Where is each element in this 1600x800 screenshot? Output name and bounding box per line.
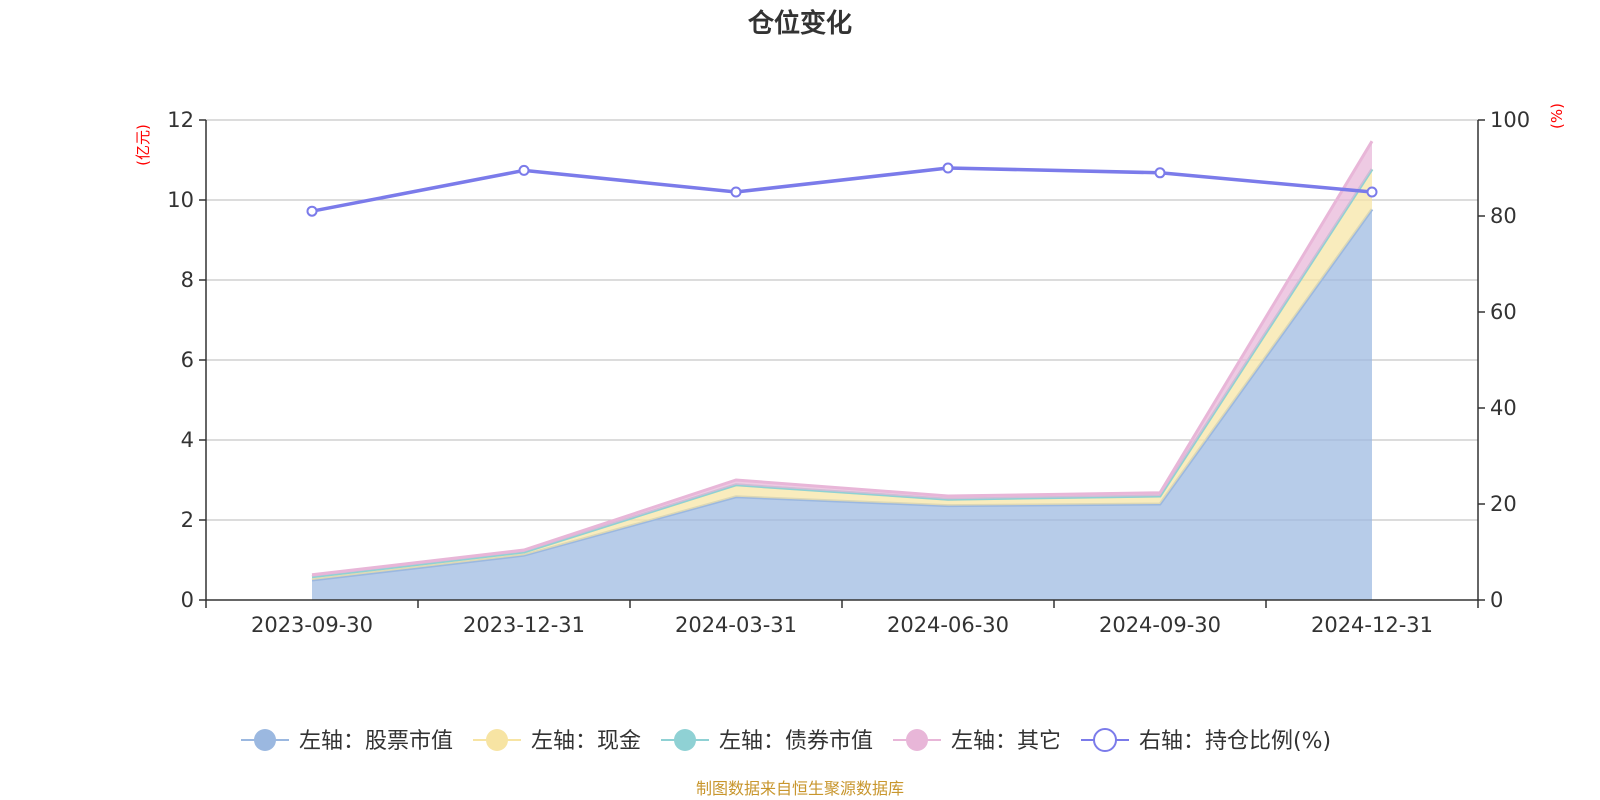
- chart-title: 仓位变化: [747, 8, 852, 39]
- area-左轴：股票市值: [312, 209, 1372, 600]
- ratio-point: [942, 162, 954, 174]
- left-tick-label: 2: [181, 508, 194, 532]
- x-tick-label: 2023-09-30: [251, 613, 373, 637]
- x-tick-label: 2024-03-31: [675, 613, 797, 637]
- legend-marker: [254, 729, 276, 751]
- ratio-line-path: [311, 166, 1373, 213]
- legend-marker: [1093, 728, 1117, 752]
- legend-label: 左轴：债券市值: [719, 729, 873, 754]
- left-tick-label: 8: [181, 268, 194, 292]
- x-tick-label: 2023-12-31: [463, 613, 585, 637]
- legend-label: 左轴：股票市值: [299, 729, 453, 754]
- legend-item: 左轴：现金: [473, 729, 641, 754]
- position-ratio-line: [306, 162, 1378, 217]
- ratio-point: [306, 205, 318, 217]
- ratio-point: [1154, 167, 1166, 179]
- axes: 0 2 4 6 8 10 12 0 20 40 60 80 100 2023-09-30 2023-12-3…: [167, 108, 1530, 637]
- legend-item: 左轴：债券市值: [661, 729, 873, 754]
- ratio-point: [730, 186, 742, 198]
- ratio-point: [518, 164, 530, 176]
- stacked-areas: [311, 140, 1374, 600]
- right-axis-unit: (%): [1548, 103, 1566, 129]
- right-tick-label: 20: [1490, 492, 1517, 516]
- area-左轴：现金: [312, 169, 1372, 580]
- right-tick-label: 60: [1490, 300, 1517, 324]
- x-tick-label: 2024-09-30: [1099, 613, 1221, 637]
- data-source-note: 制图数据来自恒生聚源数据库: [696, 779, 904, 798]
- area-左轴：其它: [312, 141, 1372, 577]
- right-tick-label: 0: [1490, 588, 1503, 612]
- x-tick-label: 2024-12-31: [1311, 613, 1433, 637]
- left-tick-label: 6: [181, 348, 194, 372]
- left-tick-label: 4: [181, 428, 194, 452]
- legend-label: 右轴：持仓比例(%): [1139, 729, 1331, 754]
- legend-label: 左轴：其它: [951, 729, 1061, 754]
- legend-item: 左轴：其它: [893, 729, 1061, 754]
- ratio-point: [1366, 186, 1378, 198]
- area-edge-左轴：其它: [311, 140, 1374, 577]
- right-tick-label: 40: [1490, 396, 1517, 420]
- legend-marker: [674, 729, 696, 751]
- left-tick-label: 0: [181, 588, 194, 612]
- right-tick-label: 80: [1490, 204, 1517, 228]
- left-tick-label: 12: [167, 108, 194, 132]
- left-tick-label: 10: [167, 188, 194, 212]
- legend-item: 左轴：股票市值: [241, 729, 453, 754]
- legend-item: 右轴：持仓比例(%): [1081, 728, 1331, 754]
- right-tick-label: 100: [1490, 108, 1530, 132]
- left-axis-unit: (亿元): [134, 124, 152, 166]
- legend: 左轴：股票市值 左轴：现金 左轴：债券市值 左轴：其它 右轴：持仓比例(%): [241, 728, 1331, 754]
- legend-marker: [486, 729, 508, 751]
- x-tick-label: 2024-06-30: [887, 613, 1009, 637]
- legend-marker: [906, 729, 928, 751]
- legend-label: 左轴：现金: [531, 729, 641, 754]
